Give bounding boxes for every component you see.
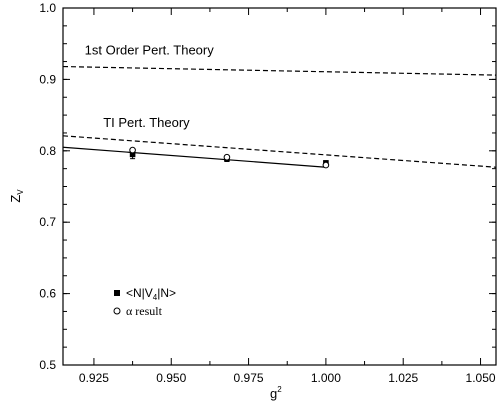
x-tick-label: 1.050 xyxy=(466,371,496,385)
x-axis-label-sup: 2 xyxy=(277,385,282,394)
x-axis-label-base: g xyxy=(270,386,277,401)
annotation-ti-pert: TI Pert. Theory xyxy=(103,115,190,130)
x-axis-label: g2 xyxy=(270,385,282,401)
fit-line xyxy=(62,146,326,168)
legend-label-matrix-element: <N|V4|N> xyxy=(126,286,176,302)
y-axis-label: ZV xyxy=(8,189,25,203)
legend-label-pre: <N|V xyxy=(126,286,153,300)
data-point-circle xyxy=(129,146,136,154)
y-tick-label: 1.0 xyxy=(39,1,56,15)
legend-marker-circle xyxy=(113,307,121,315)
y-tick-label: 0.7 xyxy=(39,215,56,229)
y-axis-label-sub: V xyxy=(16,189,25,195)
legend-marker-square xyxy=(114,290,120,296)
x-tick-label: 1.025 xyxy=(388,371,418,385)
data-point-circle xyxy=(322,161,330,169)
x-tick-label: 0.925 xyxy=(79,371,109,385)
dashed-theory-line-0 xyxy=(62,65,497,76)
legend: <N|V4|N> α result xyxy=(113,286,176,318)
data-point-circle xyxy=(223,153,231,161)
x-tick-label: 0.950 xyxy=(156,371,186,385)
x-tick-label: 1.000 xyxy=(311,371,341,385)
y-axis-label-base: Z xyxy=(8,195,23,203)
legend-label-sub: 4 xyxy=(153,293,158,302)
y-tick-label: 0.8 xyxy=(39,144,56,158)
data-point-square xyxy=(129,151,136,158)
annotation-first-order: 1st Order Pert. Theory xyxy=(85,42,215,57)
y-tick-label: 0.6 xyxy=(39,287,56,301)
series-layer xyxy=(62,65,497,169)
x-tick-label: 0.975 xyxy=(234,371,264,385)
legend-label-alpha-result: α result xyxy=(126,304,163,318)
y-tick-label: 0.5 xyxy=(39,358,56,372)
tick-layer: 0.925 0.950 0.975 1.000 1.025 1.050 0.5 0.6 0.7 0… xyxy=(39,1,496,385)
annotation-layer: 1st Order Pert. Theory TI Pert. Theory xyxy=(85,42,215,130)
y-tick-label: 0.9 xyxy=(39,72,56,86)
dashed-theory-line-1 xyxy=(62,135,497,168)
legend-label-post: |N> xyxy=(157,286,176,300)
